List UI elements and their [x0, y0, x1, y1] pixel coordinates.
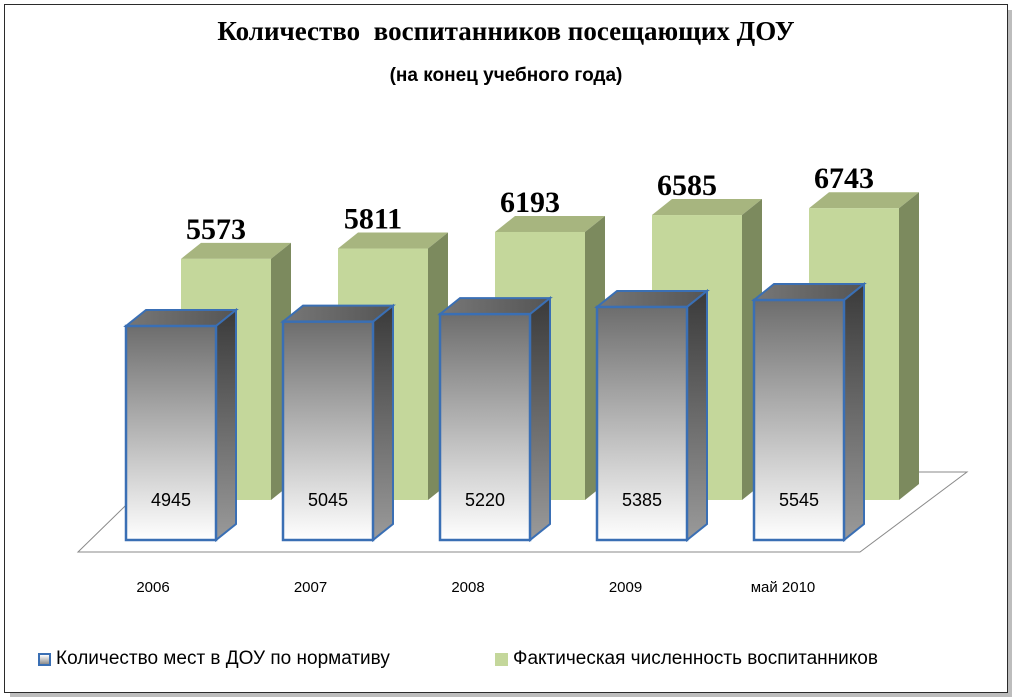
actual-bar-side: [899, 192, 919, 500]
legend-swatch-norm: [38, 652, 51, 666]
x-tick-label: 2007: [294, 579, 327, 596]
x-axis: 2006 2007 2008 2009 май 2010: [136, 579, 815, 596]
norm-value-label: 4945: [151, 490, 191, 510]
legend-swatch-actual: [495, 652, 508, 666]
legend-item-actual: Фактическая численность воспитанников: [495, 648, 878, 670]
legend-label-norm: Количество мест в ДОУ по нормативу: [56, 648, 390, 669]
legend-item-norm: Количество мест в ДОУ по нормативу: [38, 648, 390, 670]
norm-bar-front: [752, 298, 846, 542]
norm-bar-май 2010: [751, 281, 867, 543]
norm-bar-2008: [437, 296, 553, 543]
actual-bar-top: [338, 232, 448, 249]
actual-value-label: 6193: [500, 186, 560, 219]
x-tick-label: май 2010: [751, 579, 816, 596]
chart-subtitle: (на конец учебного года): [389, 65, 623, 86]
actual-bar-top: [809, 192, 919, 209]
norm-value-label: 5220: [465, 490, 505, 510]
actual-value-label: 6743: [814, 162, 874, 195]
actual-bar-top: [181, 242, 291, 259]
norm-bar-2006: [123, 307, 239, 543]
norm-bar-side: [686, 288, 708, 543]
norm-bar-side: [215, 307, 237, 543]
norm-bar-2009: [594, 288, 710, 543]
norm-value-label: 5045: [308, 490, 348, 510]
norm-bar-side: [372, 303, 394, 543]
norm-bar-front: [595, 305, 689, 542]
norm-value-label: 5385: [622, 490, 662, 510]
legend-label-actual: Фактическая численность воспитанников: [513, 648, 878, 669]
x-tick-label: 2006: [136, 579, 169, 596]
x-tick-label: 2009: [609, 579, 642, 596]
actual-value-label: 5811: [344, 203, 402, 236]
norm-bar-side: [843, 281, 865, 543]
actual-value-label: 6585: [657, 169, 717, 202]
x-tick-label: 2008: [451, 579, 484, 596]
actual-value-label: 5573: [186, 213, 246, 246]
norm-value-label: 5545: [779, 490, 819, 510]
norm-bar-front: [438, 312, 532, 542]
chart-title: Количество воспитанников посещающих ДОУ: [217, 16, 795, 46]
legend: Количество мест в ДОУ по нормативу Факти…: [0, 648, 1012, 672]
series-norm-bars: 4945 5045 5220 5385 5545: [123, 281, 867, 543]
norm-bar-front: [281, 320, 375, 542]
norm-bar-front: [124, 324, 218, 542]
actual-bar-top: [652, 199, 762, 216]
norm-bar-2007: [280, 303, 396, 543]
actual-bar-top: [495, 215, 605, 232]
norm-bar-side: [529, 296, 551, 543]
